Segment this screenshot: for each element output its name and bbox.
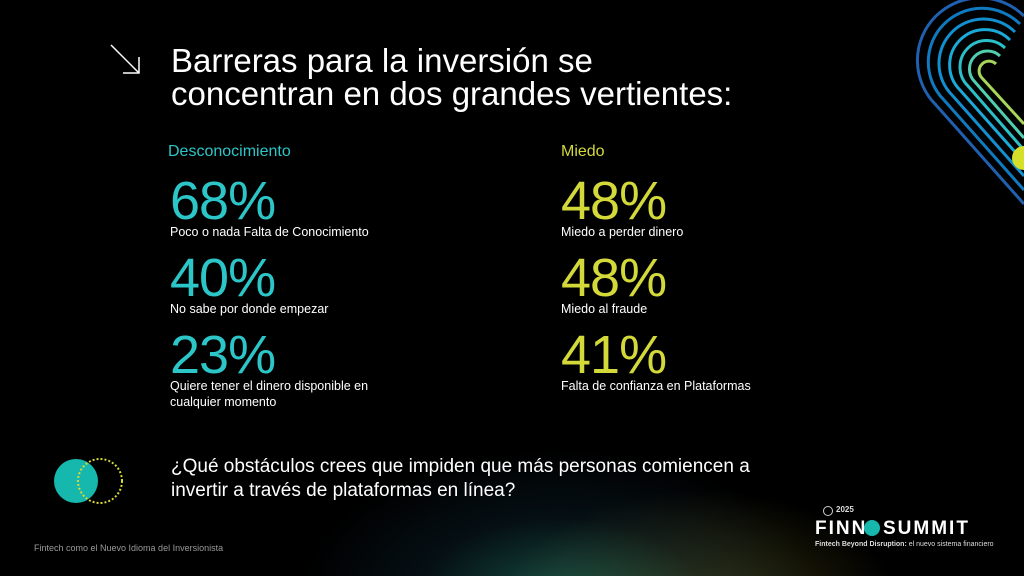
logo-dot	[864, 520, 880, 536]
icon-circle	[77, 458, 123, 504]
stat-label: Miedo al fraude	[561, 302, 648, 316]
stat-value: 40%	[170, 248, 276, 308]
question-line: invertir a través de plataformas en líne…	[171, 480, 516, 501]
logo-brand-right: SUMMIT	[883, 518, 970, 539]
stat-label: Poco o nada Falta de Conocimiento	[170, 225, 369, 239]
arrow-head	[123, 57, 140, 74]
stat-label: Falta de confianza en Plataformas	[561, 379, 751, 393]
stat-label: Miedo a perder dinero	[561, 225, 684, 239]
logo-tagline: Fintech Beyond Disruption: el nuevo sist…	[815, 541, 994, 548]
dot	[1012, 146, 1024, 170]
logo-brand-left: FINN	[815, 518, 868, 539]
arc-lines	[915, 0, 1024, 205]
title-line: Barreras para la inversión se	[171, 42, 593, 79]
stat-label: Quiere tener el dinero disponible en cua…	[170, 379, 369, 409]
icon-circle	[54, 459, 98, 503]
question: ¿Qué obstáculos crees que impiden que má…	[171, 455, 750, 503]
stat-value: 41%	[561, 325, 667, 385]
stat-value: 68%	[170, 171, 276, 231]
column-heading: Desconocimiento	[168, 143, 291, 160]
footer: Fintech como el Nuevo Idioma del Inversi…	[34, 543, 224, 553]
title-line: concentran en dos grandes vertientes:	[171, 75, 733, 112]
stat-label: No sabe por donde empezar	[170, 302, 329, 316]
title: Barreras para la inversión se concentran…	[171, 44, 732, 110]
question-line: ¿Qué obstáculos crees que impiden que má…	[171, 456, 750, 477]
arrow	[110, 44, 140, 74]
stat-value: 23%	[170, 325, 276, 385]
logo-tagline-text: el nuevo sistema financiero	[908, 541, 994, 548]
logo-icon	[823, 506, 833, 516]
logo-year: 2025	[836, 505, 854, 514]
stat-value: 48%	[561, 171, 667, 231]
logo-tagline-bold: Fintech Beyond Disruption:	[815, 541, 907, 548]
column-heading: Miedo	[561, 143, 605, 160]
stat-value: 48%	[561, 248, 667, 308]
